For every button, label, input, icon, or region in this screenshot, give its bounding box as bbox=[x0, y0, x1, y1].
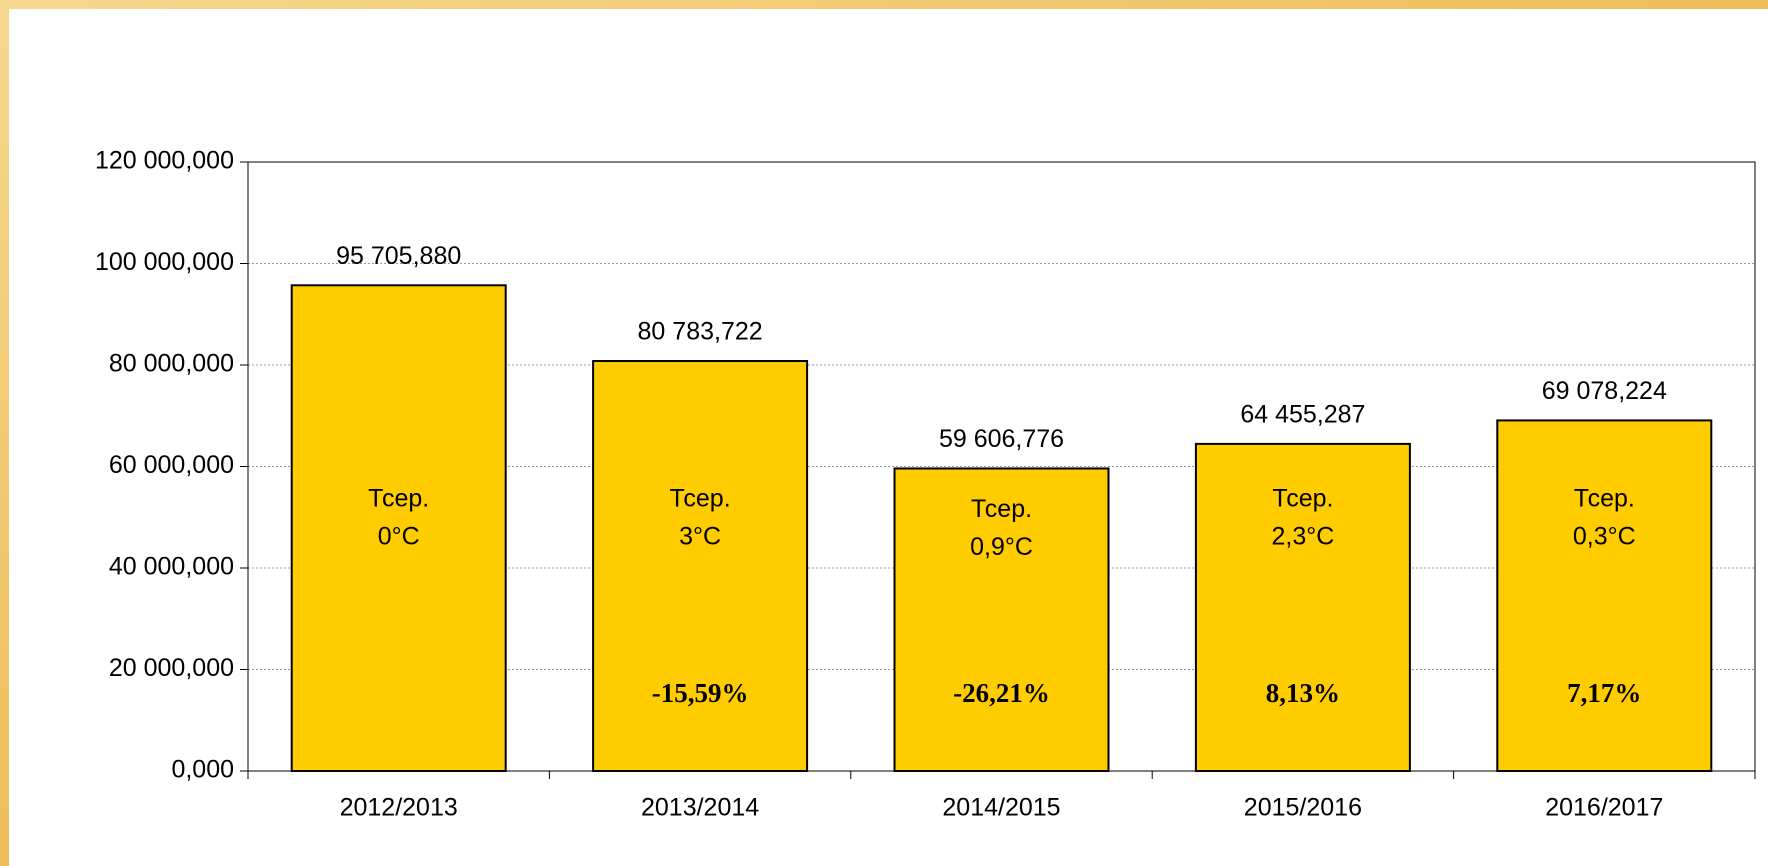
bar bbox=[592, 360, 809, 772]
y-tick-label: 80 000,000 bbox=[109, 350, 234, 378]
y-tick-label: 100 000,000 bbox=[95, 248, 234, 276]
bar bbox=[1194, 442, 1411, 772]
bar-note: Тсер. bbox=[670, 485, 731, 513]
y-tick-label: 120 000,000 bbox=[95, 147, 234, 175]
bar-note: 0,9°C bbox=[970, 533, 1033, 561]
change-label: -26,21% bbox=[953, 678, 1050, 708]
value-label: 80 783,722 bbox=[638, 318, 763, 346]
bar-note: Тсер. bbox=[971, 495, 1032, 523]
value-label: 95 705,880 bbox=[336, 242, 461, 270]
change-label: 8,13% bbox=[1266, 678, 1340, 708]
value-label: 59 606,776 bbox=[939, 425, 1064, 453]
change-label: -15,59% bbox=[652, 678, 749, 708]
bar-note: Тсер. bbox=[1272, 485, 1333, 513]
change-label: 7,17% bbox=[1567, 678, 1641, 708]
x-tick-label: 2013/2014 bbox=[641, 794, 759, 822]
bar-note: 3°C bbox=[679, 523, 721, 551]
value-label: 64 455,287 bbox=[1240, 400, 1365, 428]
x-tick-label: 2014/2015 bbox=[942, 794, 1060, 822]
value-label: 69 078,224 bbox=[1542, 377, 1667, 405]
bar-note: Тсер. bbox=[368, 485, 429, 513]
bar-note: 0°C bbox=[378, 523, 420, 551]
bar-note: 2,3°C bbox=[1271, 523, 1334, 551]
y-tick-label: 20 000,000 bbox=[109, 654, 234, 682]
bar bbox=[290, 284, 507, 772]
y-tick-label: 60 000,000 bbox=[109, 451, 234, 479]
y-tick-label: 0,000 bbox=[171, 756, 234, 784]
x-tick-label: 2016/2017 bbox=[1545, 794, 1663, 822]
y-tick-label: 40 000,000 bbox=[109, 553, 234, 581]
bar-note: 0,3°C bbox=[1573, 523, 1636, 551]
bar bbox=[1496, 419, 1713, 772]
bar-note: Тсер. bbox=[1574, 485, 1635, 513]
bar bbox=[893, 467, 1110, 772]
x-tick-label: 2015/2016 bbox=[1244, 794, 1362, 822]
x-tick-label: 2012/2013 bbox=[340, 794, 458, 822]
